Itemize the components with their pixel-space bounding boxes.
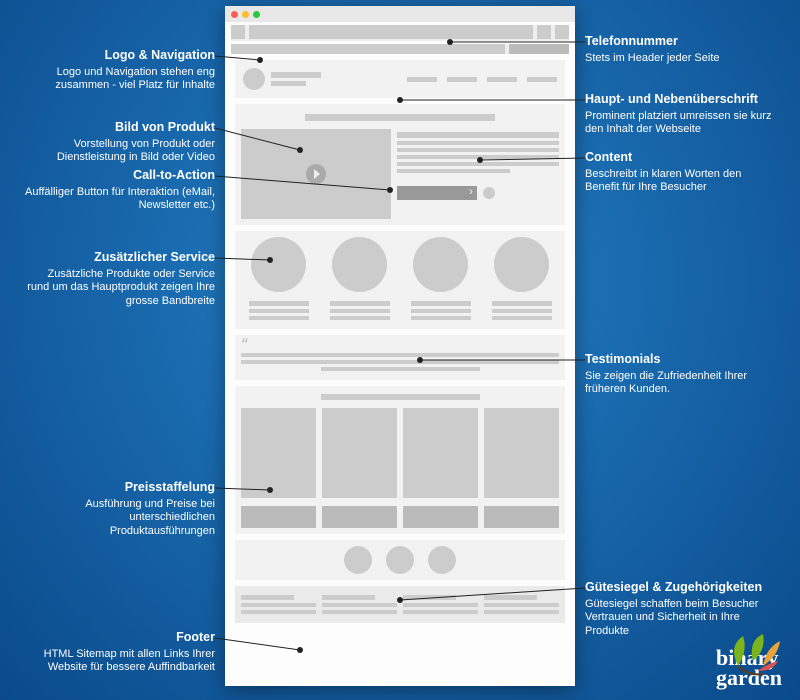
product-video-box <box>241 129 391 219</box>
annotation-title: Content <box>585 150 775 166</box>
annotation-title: Testimonials <box>585 352 775 368</box>
leaf-icon <box>734 634 780 674</box>
window-min-dot <box>242 11 249 18</box>
window-max-dot <box>253 11 260 18</box>
annotation-zus-tzlicher-service: Zusätzlicher Service Zusätzliche Produkte… <box>25 250 215 309</box>
testimonial-section: “ <box>235 335 565 380</box>
annotation-preisstaffelung: Preisstaffelung Ausführung und Preise bei… <box>25 480 215 539</box>
annotation-body: Beschreibt in klaren Worten den Benefit … <box>585 168 775 196</box>
annotation-body: Stets im Header jeder Seite <box>585 52 720 66</box>
annotation-body: Prominent platziert umreissen sie kurz d… <box>585 110 775 138</box>
services-section <box>235 231 565 329</box>
annotation-call-to-action: Call-to-Action Auffälliger Button für Int… <box>25 168 215 213</box>
annotation-title: Telefonnummer <box>585 34 720 50</box>
play-icon <box>306 164 326 184</box>
window-titlebar <box>225 6 575 22</box>
annotation-testimonials: Testimonials Sie zeigen die Zufriedenheit… <box>585 352 775 397</box>
annotation-haupt-und-neben-berschrift: Haupt- und Nebenüberschrift Prominent pla… <box>585 92 775 137</box>
annotation-telefonnummer: Telefonnummer Stets im Header jeder Seite <box>585 34 720 65</box>
annotation-body: HTML Sitemap mit allen Links Ihrer Websi… <box>25 648 215 676</box>
hero-section <box>235 104 565 225</box>
seals-section <box>235 540 565 580</box>
annotation-title: Gütesiegel & Zugehörigkeiten <box>585 580 775 596</box>
annotation-body: Logo und Navigation stehen eng zusammen … <box>25 66 215 94</box>
annotation-bild-von-produkt: Bild von Produkt Vorstellung von Produkt … <box>25 120 215 165</box>
website-wireframe-mockup: “ <box>225 6 575 686</box>
annotation-footer: Footer HTML Sitemap mit allen Links Ihrer… <box>25 630 215 675</box>
browser-url-row <box>231 25 569 41</box>
browser-phone-row <box>231 44 569 54</box>
annotation-body: Sie zeigen die Zufriedenheit Ihrer frühe… <box>585 370 775 398</box>
annotation-content: Content Beschreibt in klaren Worten den B… <box>585 150 775 195</box>
annotation-body: Auffälliger Button für Interaktion (eMai… <box>25 186 215 214</box>
annotation-title: Footer <box>25 630 215 646</box>
annotation-title: Zusätzlicher Service <box>25 250 215 266</box>
annotation-title: Preisstaffelung <box>25 480 215 496</box>
annotation-body: Vorstellung von Produkt oder Dienstleist… <box>25 138 215 166</box>
window-close-dot <box>231 11 238 18</box>
footer-section <box>235 586 565 623</box>
annotation-body: Ausführung und Preise bei unterschiedlic… <box>25 498 215 539</box>
header-nav-section <box>235 60 565 98</box>
annotation-title: Bild von Produkt <box>25 120 215 136</box>
annotation-body: Zusätzliche Produkte oder Service rund u… <box>25 268 215 309</box>
annotation-title: Call-to-Action <box>25 168 215 184</box>
cta-button <box>397 186 477 200</box>
annotation-title: Haupt- und Nebenüberschrift <box>585 92 775 108</box>
brand-logo: binary garden <box>716 648 782 688</box>
pricing-section <box>235 386 565 534</box>
annotation-logo-navigation: Logo & Navigation Logo und Navigation ste… <box>25 48 215 93</box>
annotation-title: Logo & Navigation <box>25 48 215 64</box>
